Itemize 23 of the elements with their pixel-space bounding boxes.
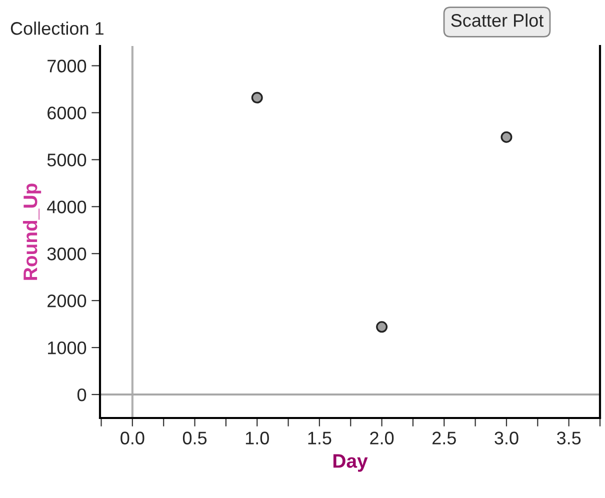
y-tick-label: 3000 bbox=[47, 248, 86, 260]
y-tick-label: 4000 bbox=[47, 200, 86, 214]
point bbox=[251, 92, 263, 104]
y-tick-label: 0 bbox=[77, 388, 86, 402]
x-tick-label: 1.0 bbox=[246, 432, 269, 444]
x-tick-label: 3.0 bbox=[494, 432, 518, 444]
chart-title: Collection 1 bbox=[10, 22, 104, 35]
x-tick-label: 0.5 bbox=[182, 432, 207, 444]
point bbox=[500, 131, 512, 143]
x-tick-label: 0.0 bbox=[120, 432, 144, 444]
x-axis-title: Day bbox=[333, 454, 368, 472]
x-tick-label: 2.0 bbox=[370, 432, 394, 444]
x-tick-label: 2.5 bbox=[432, 432, 456, 444]
x-tick-label: 1.5 bbox=[308, 432, 332, 444]
y-tick-label: 7000 bbox=[48, 60, 86, 72]
y-tick-label: 5000 bbox=[47, 154, 86, 166]
point bbox=[376, 321, 388, 333]
y-tick-label: 1000 bbox=[48, 341, 86, 354]
y-axis-title: Round_Up bbox=[22, 184, 42, 280]
text: Scatter Plot bbox=[451, 14, 544, 27]
x-tick-label: 3.5 bbox=[556, 432, 581, 444]
y-tick-label: 2000 bbox=[48, 294, 86, 308]
y-tick-label: 6000 bbox=[48, 106, 86, 120]
